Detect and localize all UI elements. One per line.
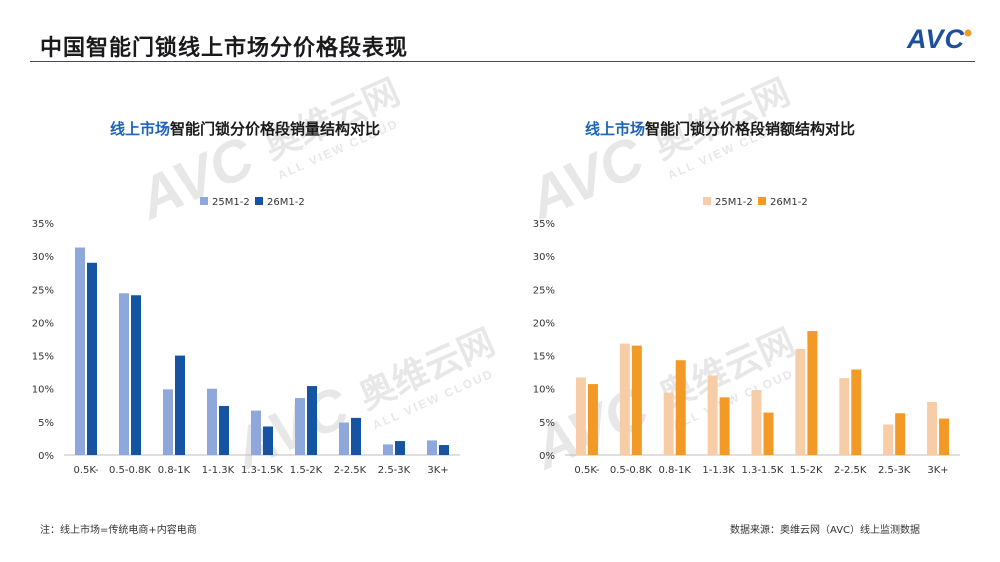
y-tick-label: 25%: [533, 285, 555, 296]
legend-label: 25M1-2: [212, 197, 250, 208]
bar: [219, 405, 229, 455]
chart-title-revenue: 线上市场智能门锁分价格段销额结构对比: [585, 118, 855, 139]
bar: [895, 413, 906, 455]
bar: [575, 377, 586, 455]
y-tick-label: 25%: [32, 285, 54, 296]
x-tick-label: 2.5-3K: [378, 465, 411, 476]
x-tick-label: 1.5-2K: [790, 465, 823, 476]
y-tick-label: 35%: [533, 219, 555, 230]
bar: [663, 392, 674, 455]
y-tick-label: 30%: [533, 252, 555, 263]
chart-title-rest: 智能门锁分价格段销额结构对比: [645, 120, 856, 138]
x-tick-label: 0.5K-: [73, 465, 98, 476]
x-tick-label: 1-1.3K: [702, 465, 735, 476]
y-tick-label: 20%: [533, 318, 555, 329]
y-tick-label: 15%: [533, 352, 555, 363]
bar: [307, 386, 317, 455]
x-tick-label: 2-2.5K: [334, 465, 367, 476]
x-tick-label: 2.5-3K: [878, 465, 911, 476]
legend-label: 26M1-2: [770, 197, 808, 208]
legend-swatch: [703, 197, 711, 205]
avc-logo-text: AVC: [906, 24, 965, 52]
bar: [851, 369, 862, 455]
chart-title-rest: 智能门锁分价格段销量结构对比: [170, 120, 381, 138]
x-tick-label: 0.8-1K: [659, 465, 692, 476]
x-tick-label: 3K+: [427, 465, 448, 476]
bar: [927, 401, 938, 455]
legend-swatch: [255, 197, 263, 205]
bar: [631, 345, 642, 455]
bar: [707, 375, 718, 455]
legend-swatch: [200, 197, 208, 205]
avc-logo-dot: [964, 29, 972, 37]
x-tick-label: 3K+: [927, 465, 948, 476]
x-tick-label: 1.3-1.5K: [742, 465, 784, 476]
bar: [807, 331, 818, 455]
bar: [587, 384, 598, 455]
bar: [87, 262, 97, 455]
x-tick-label: 0.5-0.8K: [109, 465, 151, 476]
x-tick-label: 0.8-1K: [158, 465, 191, 476]
x-tick-label: 0.5K-: [574, 465, 599, 476]
bar: [339, 422, 349, 455]
bar: [719, 397, 730, 455]
page-title: 中国智能门锁线上市场分价格段表现: [40, 36, 409, 61]
bar: [383, 444, 393, 455]
chart-title-highlight: 线上市场: [110, 120, 171, 138]
bar: [619, 343, 630, 455]
y-tick-label: 15%: [32, 352, 54, 363]
bar: [131, 295, 141, 455]
bar: [119, 293, 129, 455]
chart-title-highlight: 线上市场: [585, 120, 646, 138]
bar: [939, 418, 950, 455]
legend-label: 26M1-2: [267, 197, 305, 208]
legend-swatch: [758, 197, 766, 205]
bar: [839, 378, 850, 455]
y-tick-label: 30%: [32, 252, 54, 263]
bar: [395, 441, 405, 455]
y-tick-label: 35%: [32, 219, 54, 230]
bar: [751, 390, 762, 455]
bar: [795, 348, 806, 455]
bar: [427, 440, 437, 455]
footnote: 注：线上市场=传统电商+内容电商: [40, 525, 197, 536]
bar: [763, 412, 774, 455]
bar: [163, 389, 173, 455]
bar: [175, 355, 185, 455]
y-tick-label: 5%: [539, 418, 555, 429]
bar: [295, 397, 305, 455]
bar: [75, 247, 85, 455]
legend-label: 25M1-2: [715, 197, 753, 208]
bar: [263, 426, 273, 455]
bar: [351, 417, 361, 455]
bar: [675, 360, 686, 455]
y-tick-label: 10%: [533, 385, 555, 396]
y-tick-label: 5%: [38, 418, 54, 429]
x-tick-label: 0.5-0.8K: [610, 465, 652, 476]
x-tick-label: 2-2.5K: [834, 465, 867, 476]
avc-logo: AVC: [906, 24, 972, 52]
bar: [883, 424, 894, 455]
bar: [439, 445, 449, 455]
data-source: 数据来源：奥维云网（AVC）线上监测数据: [730, 525, 921, 536]
x-tick-label: 1.3-1.5K: [241, 465, 283, 476]
y-tick-label: 20%: [32, 318, 54, 329]
y-tick-label: 10%: [32, 385, 54, 396]
title-divider: [30, 61, 975, 62]
chart-title-volume: 线上市场智能门锁分价格段销量结构对比: [110, 118, 380, 139]
bar: [251, 410, 261, 455]
x-tick-label: 1.5-2K: [290, 465, 323, 476]
x-tick-label: 1-1.3K: [202, 465, 235, 476]
bar: [207, 388, 217, 455]
y-tick-label: 0%: [539, 451, 555, 462]
y-tick-label: 0%: [38, 451, 54, 462]
